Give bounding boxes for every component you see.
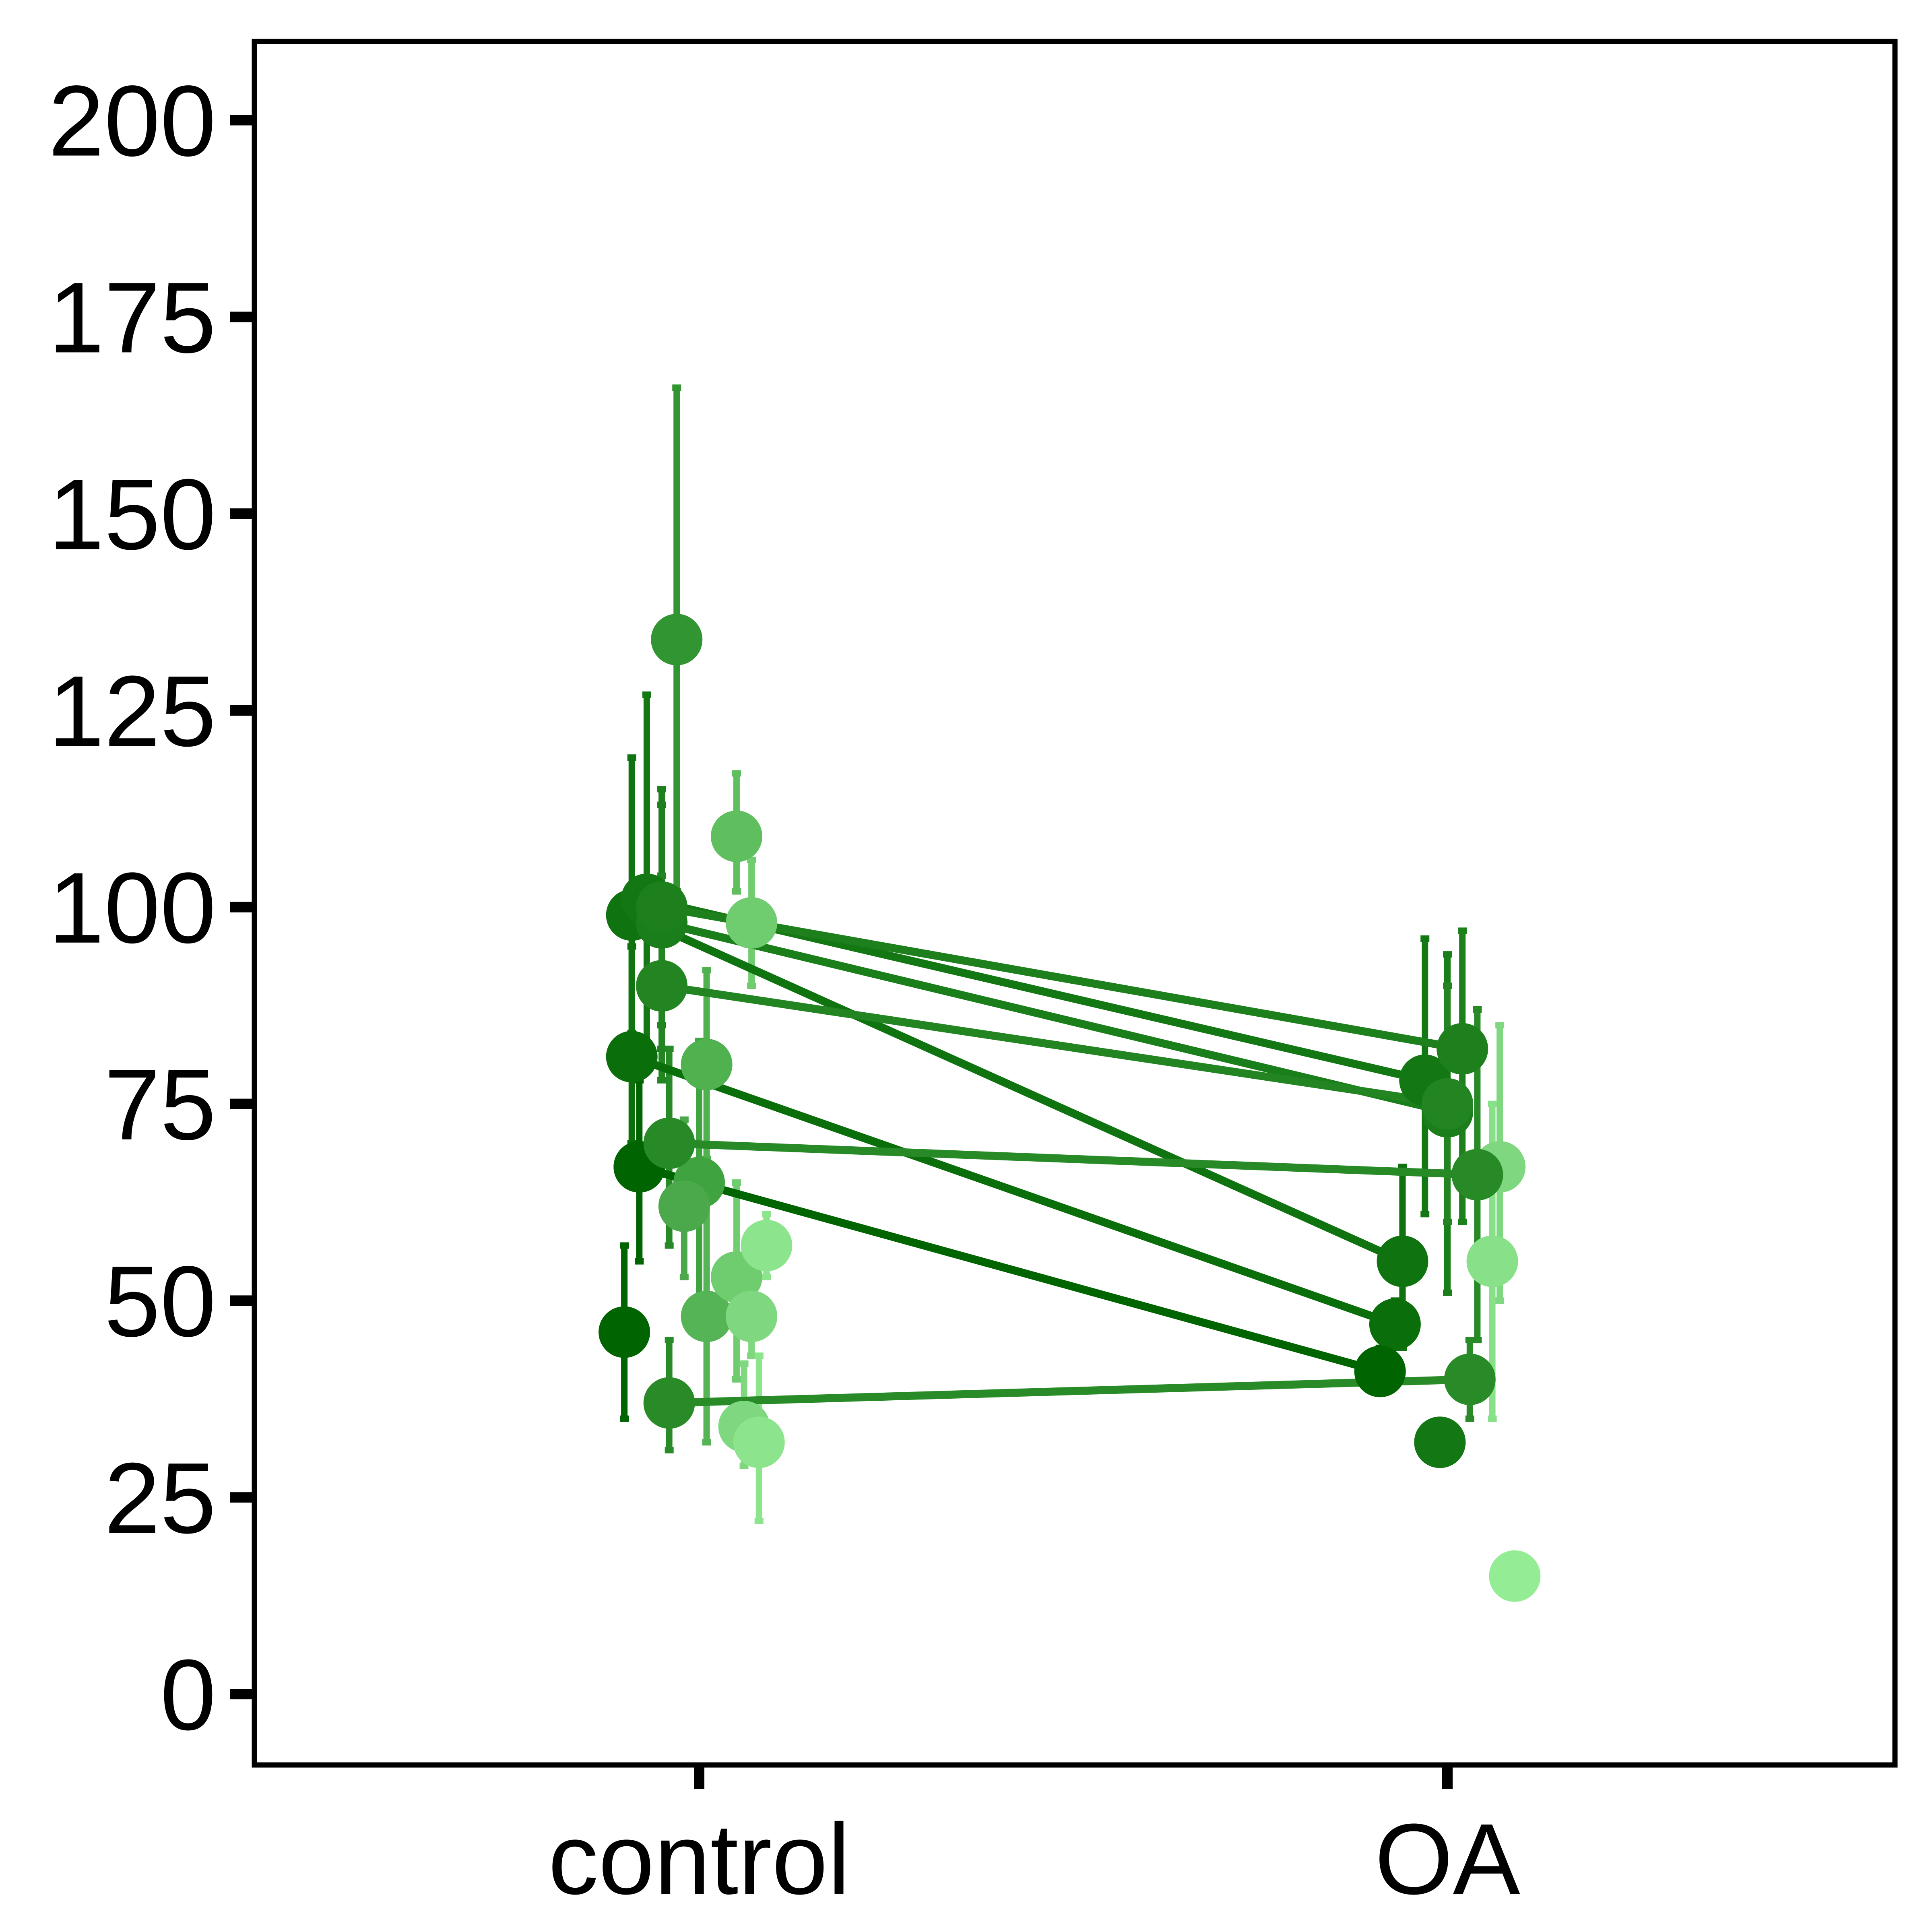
y-tick-label-25: 25 xyxy=(104,1442,216,1554)
plot-frame xyxy=(252,39,1898,1768)
point-control-pair-7 xyxy=(643,1117,695,1169)
point-oa-2 xyxy=(1466,1235,1518,1287)
x-tick-label-OA: OA xyxy=(1375,1803,1520,1915)
pair-line-6 xyxy=(658,982,1451,1108)
y-tick-label-75: 75 xyxy=(104,1049,216,1161)
point-control-0 xyxy=(599,1306,650,1358)
point-control-1 xyxy=(651,613,703,665)
point-oa-pair-0 xyxy=(1369,1298,1421,1350)
pair-line-0 xyxy=(627,1053,1399,1329)
point-oa-pair-2 xyxy=(1377,1235,1428,1287)
point-control-pair-5 xyxy=(636,881,688,933)
plot-layer xyxy=(599,384,1541,1602)
y-tick-label-0: 0 xyxy=(160,1639,216,1751)
point-control-7 xyxy=(726,897,778,949)
point-control-pair-8 xyxy=(643,1377,695,1429)
y-tick-label-200: 200 xyxy=(48,65,216,177)
point-control-3 xyxy=(658,1180,710,1232)
point-control-12 xyxy=(741,1220,793,1271)
point-control-9 xyxy=(726,1290,778,1342)
point-oa-0 xyxy=(1414,1416,1466,1468)
point-oa-pair-5 xyxy=(1437,1023,1488,1075)
y-tick-label-150: 150 xyxy=(48,458,216,570)
x-tick-label-control: control xyxy=(548,1803,850,1915)
y-tick-label-100: 100 xyxy=(48,852,216,964)
point-oa-pair-7 xyxy=(1451,1149,1503,1201)
axes-layer: 0 25 50 75 100 125 150 175 200 control OA xyxy=(48,65,1520,1915)
point-control-5 xyxy=(681,1290,733,1342)
point-control-pair-0 xyxy=(606,1031,658,1083)
point-oa-pair-8 xyxy=(1444,1353,1496,1405)
point-control-4 xyxy=(681,1038,733,1090)
point-oa-3 xyxy=(1489,1550,1541,1602)
point-control-6 xyxy=(710,810,762,862)
point-control-11 xyxy=(733,1416,785,1468)
pair-line-7 xyxy=(665,1139,1482,1179)
pair-line-5 xyxy=(658,903,1467,1053)
y-tick-label-175: 175 xyxy=(48,261,216,374)
point-control-pair-6 xyxy=(636,960,688,1012)
point-oa-pair-1 xyxy=(1354,1346,1406,1397)
pair-line-1 xyxy=(635,1163,1384,1376)
pair-line-2 xyxy=(627,911,1407,1265)
y-tick-label-125: 125 xyxy=(48,655,216,767)
pair-line-8 xyxy=(665,1375,1474,1407)
point-oa-pair-6 xyxy=(1422,1078,1473,1130)
y-tick-label-50: 50 xyxy=(104,1245,216,1357)
